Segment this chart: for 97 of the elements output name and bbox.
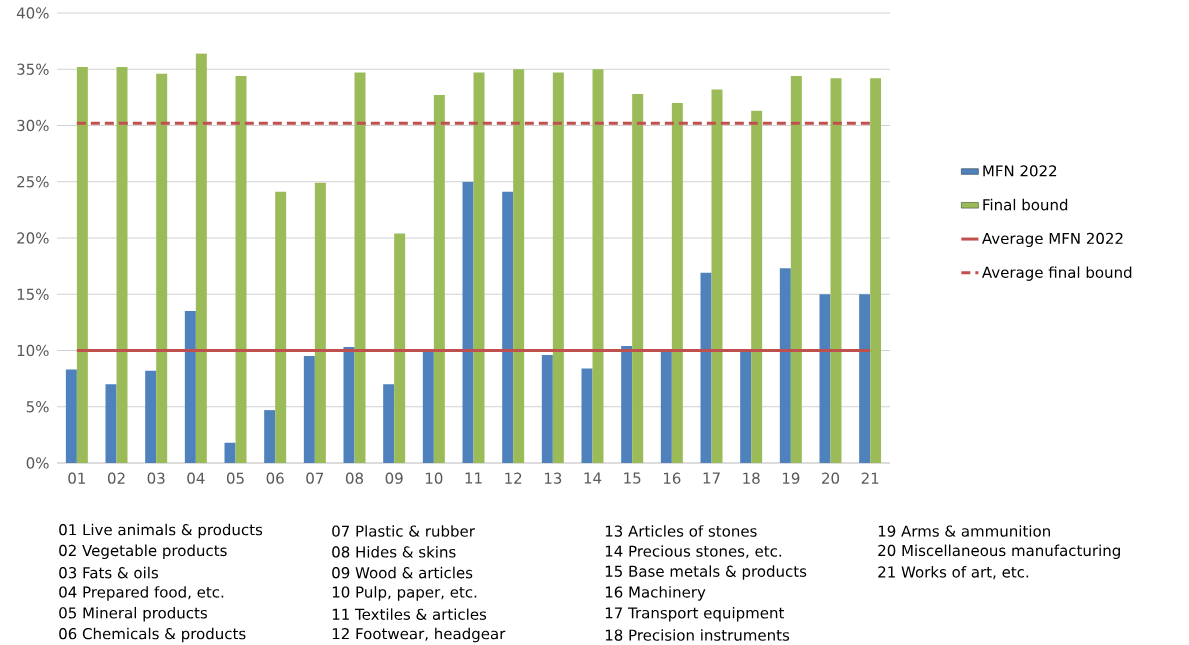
text: 16 Machinery xyxy=(605,586,706,601)
bar xyxy=(830,78,842,463)
bar xyxy=(473,72,485,463)
bar xyxy=(394,233,406,463)
x-tick-label: 16 xyxy=(663,472,681,484)
text: 20 Miscellaneous manufacturing xyxy=(878,544,1120,560)
bar xyxy=(779,268,791,463)
legend-label: Average final bound xyxy=(982,266,1132,281)
text: 18 Precision instruments xyxy=(605,629,790,641)
text: 06 Chemicals & products xyxy=(59,627,246,643)
text: 17 Transport equipment xyxy=(605,606,785,622)
bar xyxy=(621,345,633,463)
y-tick-label: 0% xyxy=(26,457,49,469)
bar xyxy=(343,347,355,463)
bar xyxy=(592,69,604,463)
text: 21 Works of art, etc. xyxy=(878,566,1029,580)
bar xyxy=(156,73,168,463)
text: 13 Articles of stones xyxy=(605,525,757,537)
bar xyxy=(422,350,434,463)
text: 04 Prepared food, etc. xyxy=(59,586,224,601)
bar xyxy=(264,410,276,463)
bar xyxy=(671,102,683,463)
text: 07 Plastic & rubber xyxy=(332,525,475,537)
y-tick-label: 5% xyxy=(26,401,49,413)
x-tick-label: 13 xyxy=(544,472,562,484)
bar xyxy=(105,384,117,463)
x-tick-label: 08 xyxy=(345,472,364,484)
bar xyxy=(740,350,752,463)
x-tick-label: 17 xyxy=(703,472,720,484)
legend-label: MFN 2022 xyxy=(983,165,1057,177)
bar xyxy=(711,89,723,463)
x-tick-label: 12 xyxy=(505,472,522,484)
text: 08 Hides & skins xyxy=(332,545,456,558)
x-tick-label: 11 xyxy=(465,472,482,484)
bar xyxy=(383,384,395,463)
bar xyxy=(502,191,514,463)
bar xyxy=(195,53,207,463)
text: 10 Pulp, paper, etc. xyxy=(332,586,477,601)
x-tick-label: 01 xyxy=(68,472,85,484)
y-tick-label: 15% xyxy=(17,288,49,300)
bar xyxy=(314,182,326,463)
bar xyxy=(541,354,553,463)
x-tick-label: 18 xyxy=(743,472,760,484)
x-tick-label: 14 xyxy=(584,472,602,484)
bar xyxy=(870,78,882,463)
bar xyxy=(116,66,128,463)
text: 09 Wood & articles xyxy=(332,566,473,579)
x-tick-label: 02 xyxy=(107,472,125,484)
bar xyxy=(859,294,871,463)
x-tick-label: 04 xyxy=(187,472,205,484)
bar xyxy=(275,191,287,463)
bar xyxy=(76,66,88,463)
legend-label: Final bound xyxy=(983,198,1068,211)
bar xyxy=(700,272,712,463)
bar xyxy=(819,294,831,463)
bar xyxy=(184,311,196,463)
bar xyxy=(632,93,644,463)
bar xyxy=(303,356,315,463)
x-tick-label: 06 xyxy=(266,472,284,484)
bar xyxy=(581,368,593,463)
bar xyxy=(751,110,763,463)
text: 15 Base metals & products xyxy=(605,565,807,580)
text: 02 Vegetable products xyxy=(59,544,227,560)
y-tick-label: 40% xyxy=(16,7,49,19)
y-tick-label: 10% xyxy=(17,344,49,357)
bar xyxy=(433,95,445,463)
text: 11 Textiles & articles xyxy=(332,608,487,620)
bar xyxy=(660,350,672,463)
y-tick-label: 35% xyxy=(17,63,49,75)
bar xyxy=(462,181,474,463)
bar xyxy=(224,442,236,463)
text: 14 Precious stones, etc. xyxy=(605,545,782,559)
text: 19 Arms & ammunition xyxy=(878,525,1050,537)
x-tick-label: 20 xyxy=(822,472,840,484)
x-tick-label: 05 xyxy=(226,472,244,484)
x-tick-label: 19 xyxy=(782,472,800,484)
bar xyxy=(65,369,77,463)
text: 05 Mineral products xyxy=(59,606,207,622)
x-tick-label: 09 xyxy=(385,472,403,484)
bar xyxy=(513,69,525,463)
x-tick-label: 07 xyxy=(306,472,324,484)
x-tick-label: 15 xyxy=(624,472,641,484)
text: 03 Fats & oils xyxy=(59,566,159,579)
y-tick-label: 30% xyxy=(17,119,49,132)
x-tick-label: 03 xyxy=(147,472,165,484)
text: 12 Footwear, headgear xyxy=(332,627,506,643)
bar xyxy=(145,370,157,463)
text: 01 Live animals & products xyxy=(59,523,263,539)
y-tick-label: 25% xyxy=(17,176,49,188)
x-tick-label: 21 xyxy=(861,472,879,484)
bar xyxy=(552,72,564,463)
bar xyxy=(790,75,802,463)
bar xyxy=(354,72,366,463)
y-tick-label: 20% xyxy=(17,232,49,244)
bar xyxy=(235,75,247,463)
x-tick-label: 10 xyxy=(425,472,443,484)
legend-label: Average MFN 2022 xyxy=(982,232,1123,247)
